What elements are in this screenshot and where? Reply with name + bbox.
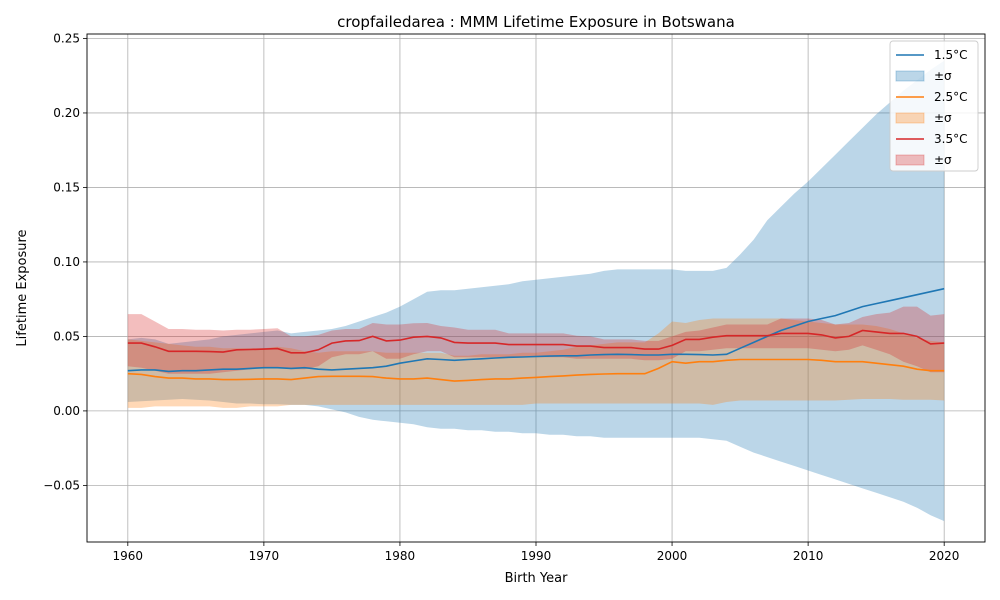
confidence-bands <box>127 60 945 522</box>
x-tick-label: 1970 <box>249 549 280 563</box>
band-series-0 <box>127 60 945 522</box>
x-tick-label: 2000 <box>657 549 688 563</box>
legend-label: 1.5°C <box>934 48 967 62</box>
band-series-1 <box>127 318 945 408</box>
line-series-2 <box>127 329 945 354</box>
y-tick-label: 0.00 <box>53 404 80 418</box>
legend-label: ±σ <box>934 153 952 167</box>
x-tick-label: 2020 <box>929 549 960 563</box>
legend-label: ±σ <box>934 69 952 83</box>
x-tick-label: 1980 <box>385 549 416 563</box>
legend-band-swatch <box>895 70 925 82</box>
y-tick-label: 0.10 <box>53 255 80 269</box>
y-tick-label: 0.05 <box>53 329 80 343</box>
chart-title: cropfailedarea : MMM Lifetime Exposure i… <box>337 13 735 31</box>
x-tick-label: 2010 <box>793 549 824 563</box>
y-axis-label: Lifetime Exposure <box>15 229 30 346</box>
y-tick-label: 0.25 <box>53 31 80 45</box>
legend-label: 2.5°C <box>934 90 967 104</box>
y-tick-label: 0.20 <box>53 106 80 120</box>
line-series-0 <box>127 287 945 373</box>
x-tick-label: 1960 <box>113 549 144 563</box>
legend-band-swatch <box>895 154 925 166</box>
y-tick-label: 0.15 <box>53 180 80 194</box>
series-lines <box>127 287 945 382</box>
x-tick-label: 1990 <box>521 549 552 563</box>
legend-band-swatch <box>895 112 925 124</box>
y-tick-label: −0.05 <box>43 478 80 492</box>
grid <box>87 34 985 542</box>
legend-label: 3.5°C <box>934 132 967 146</box>
band-series-2 <box>127 306 945 374</box>
x-axis-label: Birth Year <box>505 571 569 586</box>
legend: 1.5°C ±σ 2.5°C ±σ 3.5°C ±σ <box>889 40 979 172</box>
line-series-1 <box>127 358 945 382</box>
x-axis-ticks: 1960 1970 1980 1990 2000 2010 2020 <box>113 542 960 563</box>
y-axis-ticks: −0.05 0.00 0.05 0.10 0.15 0.20 0.25 <box>43 31 87 492</box>
legend-label: ±σ <box>934 111 952 125</box>
